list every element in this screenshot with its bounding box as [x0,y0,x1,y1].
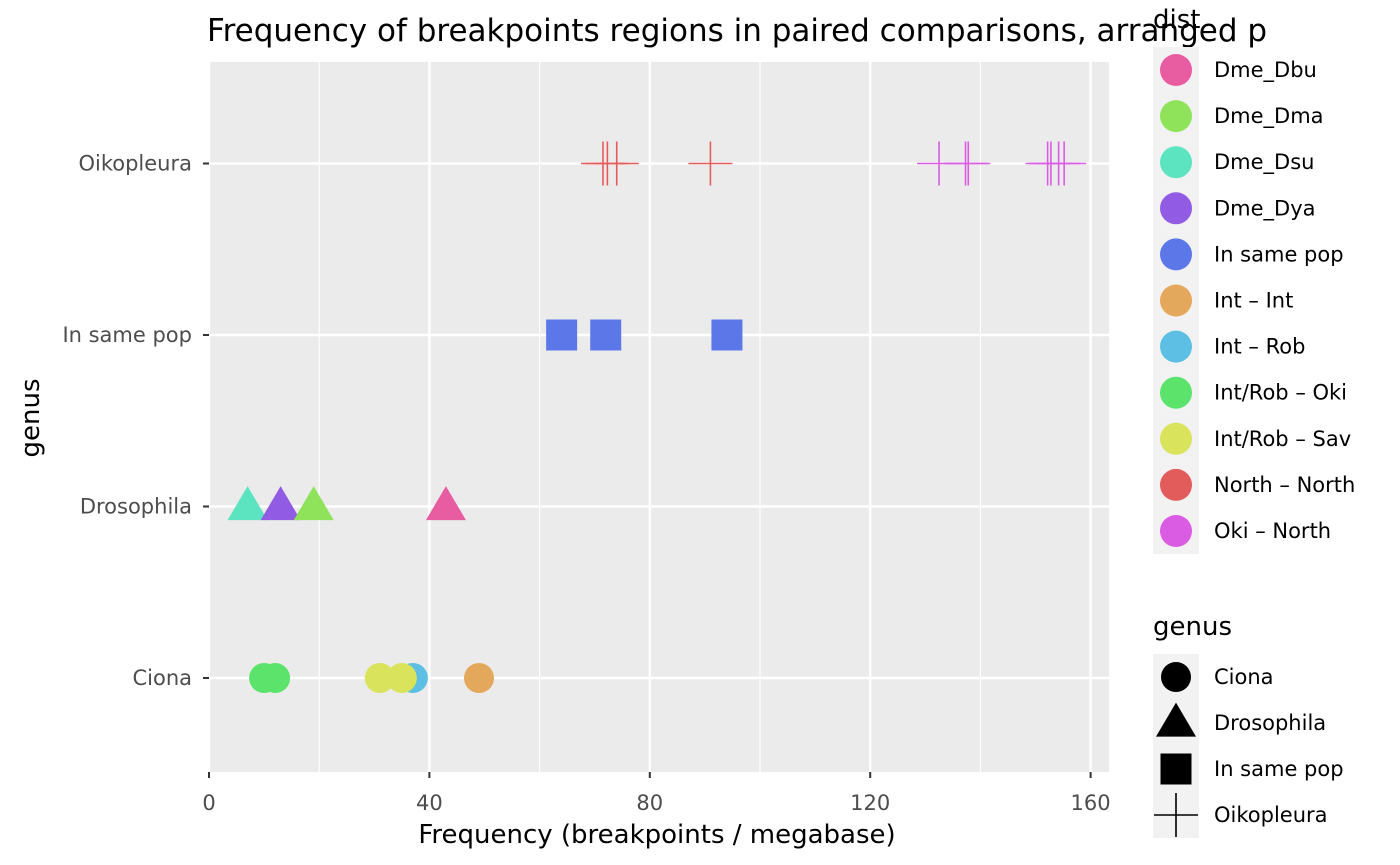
shape-legend-label: In same pop [1214,757,1344,781]
x-tick-label: 0 [202,791,215,815]
data-point [463,663,494,693]
y-tick-label: Ciona [132,666,192,690]
color-legend-key [1160,468,1192,501]
y-tick-label: Oikopleura [78,152,192,176]
data-point [386,663,417,693]
data-point [946,141,991,186]
color-legend-key [1160,330,1192,363]
shape-legend-label: Oikopleura [1214,803,1328,827]
data-point [293,486,334,521]
data-point [364,663,395,693]
data-point [711,319,743,351]
y-tick-label: Drosophila [80,495,192,519]
data-point [260,486,301,521]
color-legend-key [1160,100,1192,133]
color-legend-label: North – North [1214,473,1355,497]
x-tick-label: 80 [636,791,663,815]
color-legend-label: Int/Rob – Sav [1214,427,1351,451]
data-point [425,486,466,521]
color-legend-key [1160,146,1192,179]
data-point [260,663,291,693]
shape-legend-key [1160,753,1192,785]
x-axis-title: Frequency (breakpoints / megabase) [418,820,895,850]
color-legend-key [1160,284,1192,317]
shape-legend-key [1154,793,1198,837]
color-legend-label: Dme_Dma [1214,104,1324,129]
axis-ticks: 0 40 80 120 160 Ciona Drosophila In same pop Oik… [62,152,1110,816]
color-legend-key [1160,422,1192,455]
x-tick-label: 40 [416,791,443,815]
data-point [594,141,639,186]
color-legend-key [1160,515,1192,547]
color-legend-label: Int/Rob – Oki [1214,381,1347,405]
data-point [546,319,578,351]
chart-title: Frequency of breakpoints regions in pair… [207,13,1267,49]
color-legend-key [1160,54,1192,86]
color-legend-label: Dme_Dbu [1214,58,1317,83]
color-legend-title: dist [1153,5,1200,35]
legend: dist Dme_Dbu Dme_Dma Dme_Dsu Dme_Dya In same … [1153,5,1355,838]
shape-legend-label: Drosophila [1214,711,1326,735]
data-point [688,141,733,186]
x-tick-label: 160 [1071,791,1111,815]
color-legend-label: Int – Rob [1214,335,1305,359]
shape-legend-key [1156,702,1196,737]
x-tick-label: 120 [850,791,890,815]
color-legend-key [1160,238,1192,271]
color-legend-label: Int – Int [1214,289,1293,313]
color-legend-label: Dme_Dya [1214,196,1316,221]
color-legend-label: Oki – North [1214,519,1331,543]
y-tick-label: In same pop [62,323,192,347]
shape-legend-label: Ciona [1214,665,1274,689]
data-point [227,486,268,521]
shape-legend-title: genus [1153,612,1232,642]
data-point [590,319,622,351]
data-point [1042,141,1087,186]
y-axis-title: genus [16,378,46,457]
color-legend-label: Dme_Dsu [1214,150,1314,175]
shape-legend-key [1161,662,1191,692]
data-points [227,141,1087,693]
color-legend-key [1160,192,1192,225]
color-legend-label: In same pop [1214,242,1344,266]
color-legend-key [1160,376,1192,409]
plot-panel [209,62,1109,772]
